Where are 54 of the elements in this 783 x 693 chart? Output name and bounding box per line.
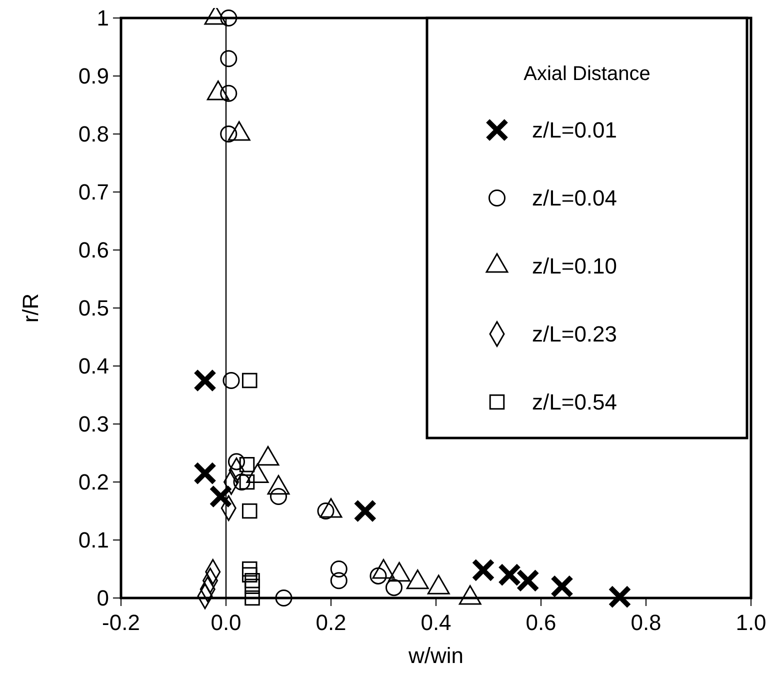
y-tick-label: 0.4	[78, 354, 109, 379]
point	[330, 572, 348, 590]
point	[209, 484, 232, 508]
point	[220, 9, 238, 27]
point	[193, 368, 217, 392]
x-tick-label: 0.8	[630, 610, 662, 635]
y-tick-label: 0	[96, 586, 109, 611]
point	[608, 585, 632, 608]
x-tick-label: 0.2	[316, 610, 346, 635]
x-tick-label: 0.4	[420, 610, 452, 635]
point	[193, 462, 217, 485]
point	[270, 488, 288, 506]
point	[222, 372, 240, 390]
y-tick-label: 1	[96, 6, 109, 31]
point	[242, 372, 258, 388]
y-tick-label: 0.6	[78, 238, 109, 263]
point	[244, 572, 260, 588]
point	[275, 589, 292, 607]
legend-label: z/L=0.23	[532, 322, 618, 347]
legend-label: z/L=0.01	[532, 118, 618, 143]
legend-label: z/L=0.10	[532, 254, 618, 279]
point	[244, 590, 260, 606]
point	[239, 456, 255, 472]
x-tick-label: 0.0	[210, 610, 242, 635]
y-tick-label: 0.9	[78, 64, 109, 89]
y-axis-title: r/R	[18, 293, 43, 323]
y-tick-label: 0.1	[78, 528, 109, 553]
point	[220, 125, 238, 143]
point	[353, 499, 377, 523]
point	[385, 579, 403, 596]
point	[472, 558, 495, 582]
y-tick-label: 0.7	[78, 180, 109, 205]
point	[228, 453, 246, 470]
point	[550, 574, 574, 598]
y-tick-label: 0.8	[78, 122, 109, 147]
x-tick-label: 1.0	[736, 610, 766, 635]
point	[220, 50, 238, 68]
y-tick-label: 0.2	[78, 470, 109, 495]
x-tick-label: 0.6	[526, 610, 556, 635]
point	[233, 473, 250, 491]
x-tick-label: -0.2	[102, 610, 140, 635]
point	[242, 567, 258, 582]
y-tick-label: 0.3	[78, 412, 109, 437]
legend-title: Axial Distance	[524, 63, 650, 85]
point	[242, 503, 258, 519]
point	[242, 561, 258, 577]
legend-label: z/L=0.04	[532, 186, 618, 211]
point	[239, 474, 255, 490]
x-axis-title: w/win	[407, 643, 464, 668]
point	[244, 578, 260, 594]
y-tick-label: 0.5	[78, 296, 109, 321]
point	[220, 84, 238, 102]
legend-label: z/L=0.54	[532, 390, 618, 415]
point	[330, 560, 348, 578]
